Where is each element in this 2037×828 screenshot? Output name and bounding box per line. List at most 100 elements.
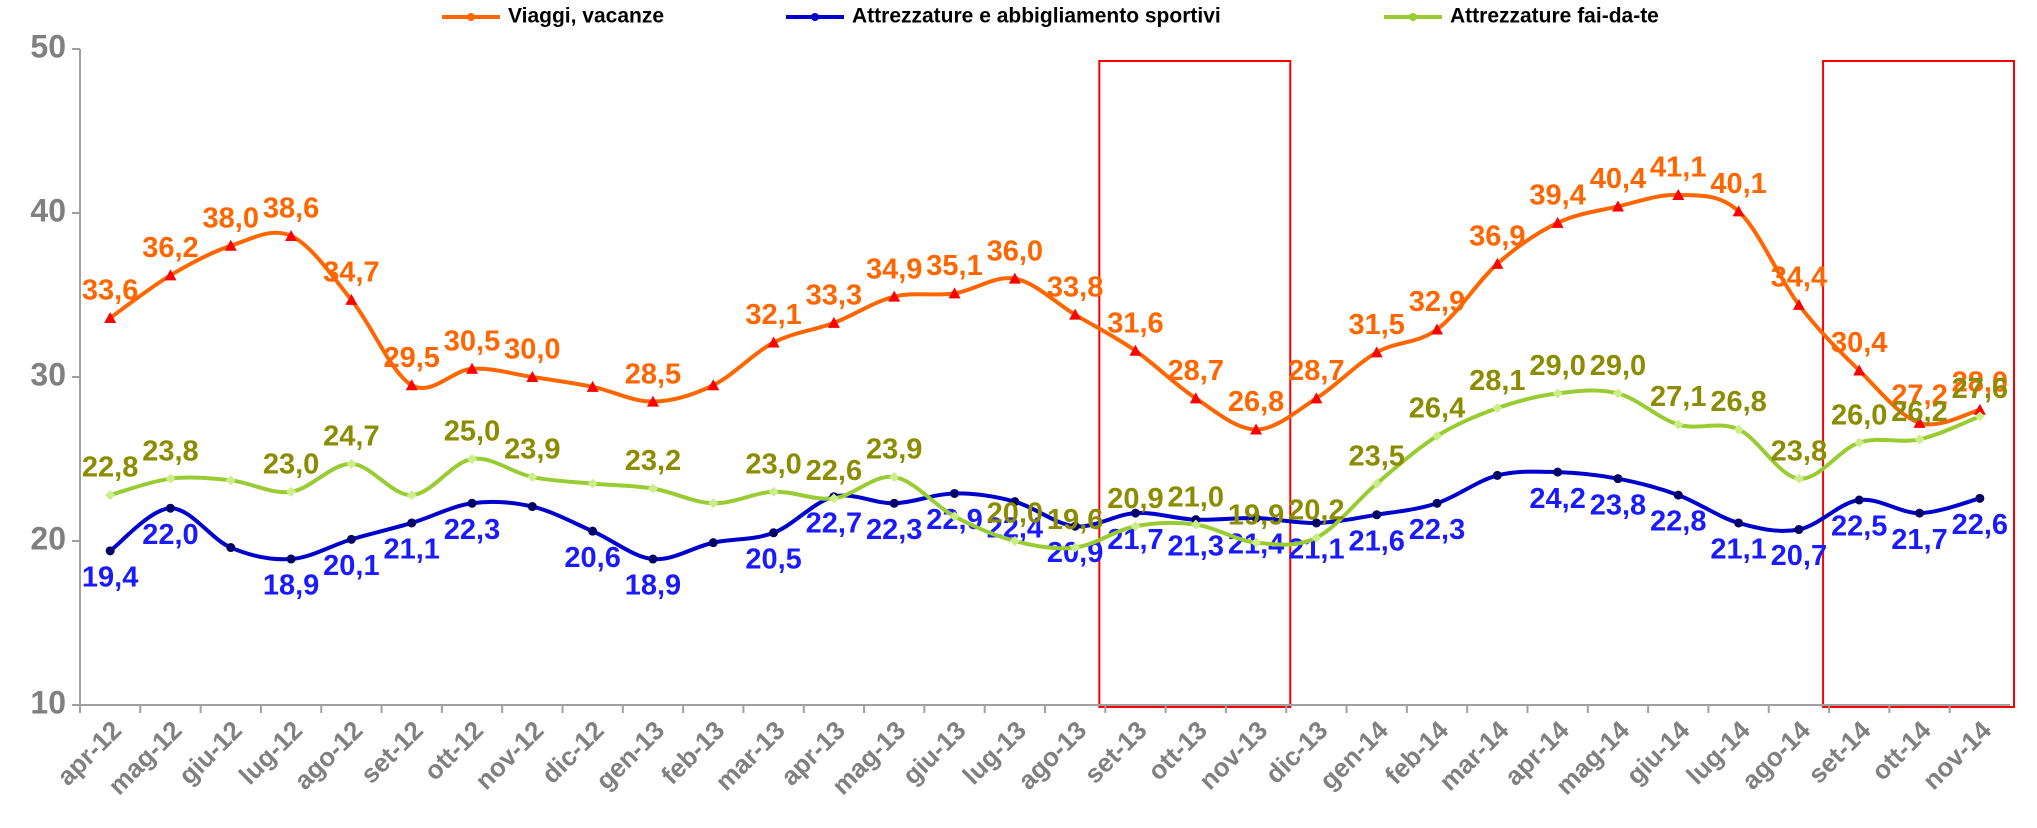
data-label: 23,5	[1348, 440, 1404, 472]
data-label: 22,5	[1831, 511, 1887, 543]
point-marker	[1189, 392, 1202, 404]
data-label: 40,1	[1710, 168, 1766, 200]
point-marker	[1432, 498, 1442, 508]
point-marker	[1130, 508, 1140, 518]
data-label: 20,9	[1107, 483, 1163, 515]
x-tick-label: nov-14	[1916, 715, 1997, 796]
data-label: 24,7	[323, 421, 379, 453]
x-tick-label: set-12	[354, 715, 428, 789]
data-label: 27,6	[1952, 373, 2008, 405]
data-label: 39,4	[1529, 179, 1585, 211]
point-marker	[1854, 437, 1865, 448]
point-marker	[1372, 510, 1382, 520]
data-label: 34,7	[323, 257, 379, 289]
point-marker	[1973, 403, 1986, 415]
y-tick-label: 30	[30, 356, 66, 392]
data-label: 26,0	[1831, 399, 1887, 431]
point-marker	[286, 486, 297, 497]
point-marker	[466, 362, 479, 374]
data-label: 23,8	[1771, 435, 1827, 467]
data-label: 27,2	[1891, 380, 1947, 412]
data-label: 31,5	[1348, 309, 1404, 341]
highlight-box	[1098, 60, 1292, 708]
point-marker	[1251, 537, 1262, 548]
data-label: 33,3	[806, 280, 862, 312]
data-label: 20,1	[323, 550, 379, 582]
point-marker	[225, 475, 236, 486]
point-marker	[405, 379, 418, 391]
data-label: 30,0	[504, 334, 560, 366]
legend-marker	[811, 13, 819, 21]
point-marker	[105, 546, 115, 556]
point-marker	[346, 534, 356, 544]
data-label: 23,9	[504, 434, 560, 466]
point-marker	[1733, 424, 1744, 435]
data-label: 21,0	[1168, 481, 1224, 513]
point-marker	[827, 316, 840, 328]
data-label: 29,5	[383, 342, 439, 374]
data-label: 26,8	[1710, 386, 1766, 418]
y-tick-label: 10	[30, 684, 66, 720]
point-marker	[407, 518, 417, 528]
data-label: 40,4	[1590, 163, 1646, 195]
point-marker	[1612, 388, 1623, 399]
point-marker	[949, 511, 960, 522]
data-label: 28,7	[1288, 355, 1344, 387]
point-marker	[1190, 519, 1201, 530]
point-marker	[165, 473, 176, 484]
point-marker	[224, 239, 237, 251]
point-marker	[1913, 416, 1926, 428]
y-tick-label: 40	[30, 192, 66, 228]
point-marker	[1915, 508, 1925, 518]
point-marker	[1853, 364, 1866, 376]
data-label: 34,4	[1771, 261, 1827, 293]
point-marker	[1492, 470, 1502, 480]
highlight-box	[1822, 60, 2015, 708]
point-marker	[467, 498, 477, 508]
point-marker	[526, 371, 539, 382]
point-marker	[1792, 298, 1805, 310]
y-tick-label: 50	[30, 28, 66, 64]
data-label: 20,2	[1288, 494, 1344, 526]
x-tick-label: gen-14	[1313, 715, 1394, 796]
data-label: 26,4	[1409, 393, 1465, 425]
x-tick-label: ago-13	[1012, 715, 1092, 795]
data-label: 22,8	[1650, 506, 1706, 538]
point-marker	[1673, 419, 1684, 430]
data-label: 22,7	[806, 507, 862, 539]
point-marker	[1311, 532, 1322, 543]
point-marker	[1734, 518, 1744, 528]
point-marker	[1793, 473, 1804, 484]
point-marker	[708, 538, 718, 548]
data-label: 21,1	[1710, 534, 1766, 566]
data-label: 21,7	[1891, 524, 1947, 556]
data-label: 28,7	[1168, 355, 1224, 387]
data-label: 23,8	[142, 435, 198, 467]
data-label: 28,5	[625, 358, 681, 390]
point-marker	[707, 379, 720, 391]
point-marker	[1070, 542, 1081, 553]
point-marker	[527, 472, 538, 483]
data-label: 20,6	[564, 542, 620, 574]
data-label: 29,0	[1529, 350, 1585, 382]
point-marker	[1009, 536, 1020, 546]
point-marker	[1250, 423, 1263, 435]
data-label: 18,9	[263, 570, 319, 602]
point-marker	[1431, 323, 1444, 335]
point-marker	[1070, 521, 1080, 531]
data-label: 19,6	[1047, 504, 1103, 536]
data-label: 21,6	[1348, 525, 1404, 557]
data-label: 23,8	[1590, 489, 1646, 521]
data-label: 20,5	[745, 543, 801, 575]
data-label: 25,0	[444, 416, 500, 448]
x-tick-label: giu-14	[1620, 715, 1696, 791]
data-label: 35,1	[926, 250, 982, 282]
legend-marker	[1409, 13, 1417, 21]
point-marker	[1491, 257, 1504, 269]
data-label: 36,9	[1469, 220, 1525, 252]
point-marker	[588, 526, 598, 536]
data-label: 20,7	[1771, 540, 1827, 572]
point-marker	[1251, 513, 1261, 523]
point-marker	[1129, 344, 1142, 356]
